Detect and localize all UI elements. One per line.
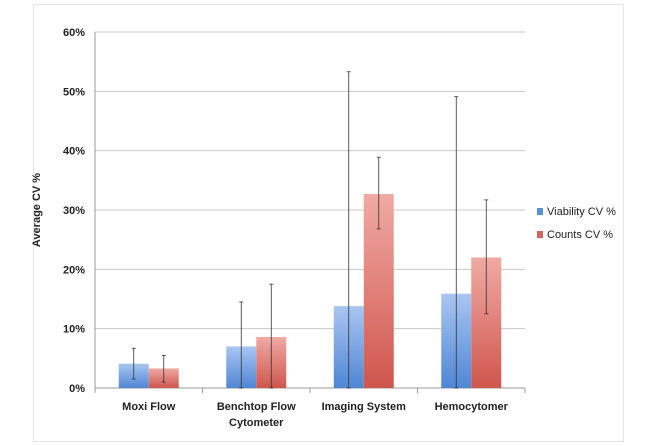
legend-swatch [537, 208, 543, 215]
y-axis-label: Average CV % [31, 173, 43, 247]
y-tick-label: 50% [63, 86, 85, 98]
legend-label: Counts CV % [547, 229, 613, 241]
category-label: Moxi Flow [122, 401, 176, 413]
legend-swatch [537, 231, 543, 238]
y-tick-label: 30% [63, 205, 85, 217]
legend-label: Viability CV % [547, 206, 616, 218]
category-label: Hemocytomer [435, 401, 509, 413]
chart-frame [33, 4, 624, 442]
category-label: Cytometer [229, 417, 284, 429]
y-tick-label: 60% [63, 27, 85, 39]
y-tick-label: 20% [63, 264, 85, 276]
category-label: Imaging System [322, 401, 407, 413]
y-tick-label: 40% [63, 146, 85, 158]
y-tick-label: 10% [63, 324, 85, 336]
y-tick-label: 0% [69, 383, 85, 395]
category-label: Benchtop Flow [217, 401, 296, 413]
